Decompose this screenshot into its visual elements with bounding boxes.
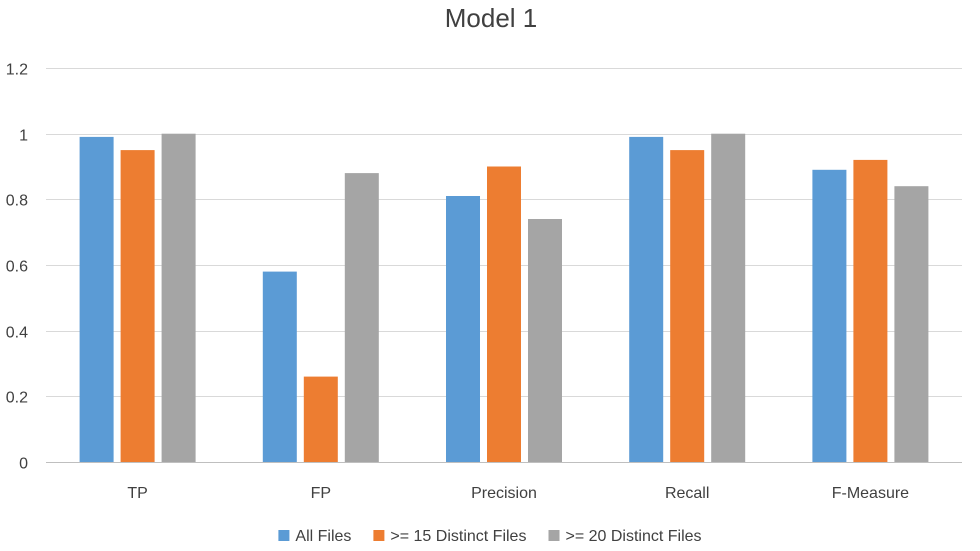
x-category-label: FP [311, 485, 331, 502]
bar-recall-series-2 [670, 150, 705, 462]
legend-label: >= 20 Distinct Files [566, 528, 702, 545]
legend-swatch-series-2 [373, 530, 385, 541]
bar-precision-series-1 [446, 196, 480, 462]
bar-precision-series-3 [528, 219, 562, 462]
legend-swatch-series-1 [278, 530, 290, 541]
legend: All Files >= 15 Distinct Files >= 20 Disti… [278, 528, 702, 545]
x-category-label: Recall [665, 485, 709, 502]
x-axis-categories: TP FP Precision Recall F-Measure [127, 485, 909, 502]
x-category-label: TP [127, 485, 147, 502]
bar-fp-series-3 [344, 173, 379, 462]
bar-fp-series-2 [303, 376, 338, 462]
bar-recall-series-3 [711, 133, 746, 462]
bar-fp-series-1 [262, 271, 297, 462]
bar-f-measure-series-2 [853, 159, 888, 462]
bar-precision-series-2 [487, 166, 521, 462]
y-tick-label: 0.4 [6, 325, 28, 342]
y-tick-label: 1 [19, 128, 28, 145]
x-category-label: Precision [471, 485, 537, 502]
bar-recall-series-1 [629, 136, 664, 462]
legend-swatch-series-3 [548, 530, 560, 541]
x-category-label: F-Measure [832, 485, 909, 502]
y-axis-ticks: 0 0.2 0.4 0.6 0.8 1 1.2 [6, 62, 28, 473]
legend-label: All Files [295, 528, 351, 545]
bar-f-measure-series-3 [894, 186, 929, 462]
y-tick-label: 0 [19, 456, 28, 473]
bar-tp-series-2 [120, 150, 155, 462]
bar-f-measure-series-1 [812, 169, 847, 463]
chart-title: Model 1 [445, 3, 538, 33]
y-tick-label: 0.8 [6, 193, 28, 210]
bar-tp-series-3 [161, 133, 196, 462]
y-tick-label: 1.2 [6, 62, 28, 79]
bars [79, 133, 929, 463]
y-tick-label: 0.6 [6, 259, 28, 276]
legend-label: >= 15 Distinct Files [390, 528, 526, 545]
bar-tp-series-1 [79, 136, 114, 462]
y-tick-label: 0.2 [6, 390, 28, 407]
